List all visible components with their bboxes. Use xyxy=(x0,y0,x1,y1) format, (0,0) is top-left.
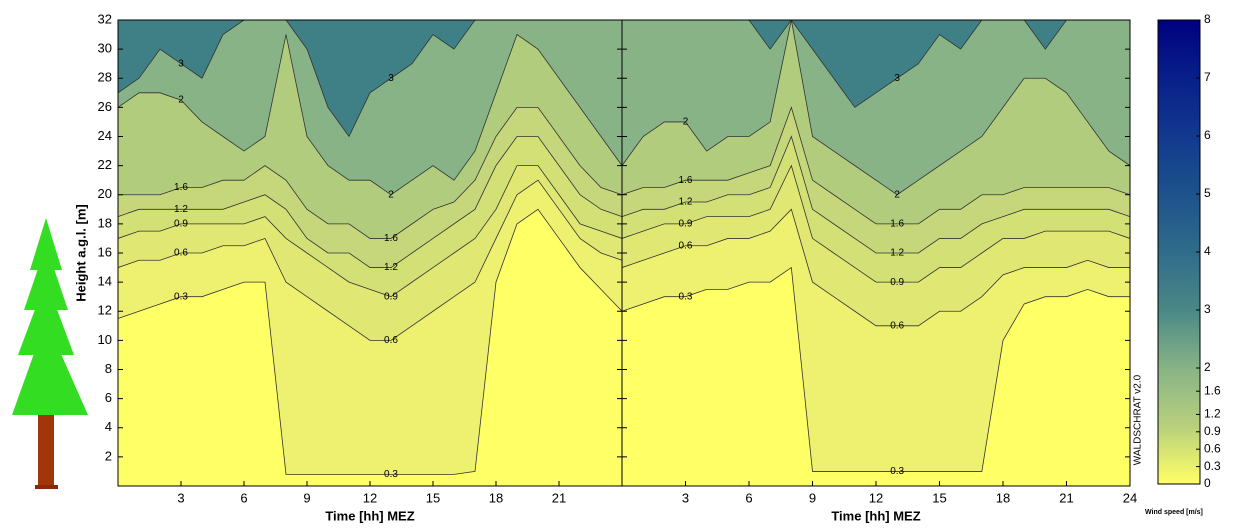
contour-label: 0.9 xyxy=(384,291,398,302)
version-label: WALDSCHRAT v2.0 xyxy=(1133,374,1144,465)
x-tick-label: 6 xyxy=(240,490,247,505)
colorbar-tick-label: 5 xyxy=(1204,186,1211,200)
contour-label: 3 xyxy=(178,58,184,69)
contour-label: 0.3 xyxy=(679,291,693,302)
x-tick-label: 12 xyxy=(869,490,883,505)
x-tick-label: 3 xyxy=(682,490,689,505)
y-tick-label: 4 xyxy=(105,419,112,434)
contour-label: 1.6 xyxy=(679,175,693,186)
y-axis-label: Height a.g.l. [m] xyxy=(73,204,88,302)
contour-label: 0.6 xyxy=(174,248,188,259)
colorbar xyxy=(1157,19,1201,485)
colorbar-label: Wind speed [m/s] xyxy=(1145,509,1203,516)
y-tick-label: 8 xyxy=(105,361,112,376)
contour-line xyxy=(621,106,1131,225)
y-tick-label: 26 xyxy=(98,99,112,114)
y-tick-label: 14 xyxy=(98,274,112,289)
x-tick-label: 6 xyxy=(745,490,752,505)
contour-label: 1.2 xyxy=(174,204,188,215)
contour-band xyxy=(622,20,1130,195)
y-tick-label: 28 xyxy=(98,70,112,85)
x-axis-label: Time [hh] MEZ xyxy=(831,508,920,523)
tree xyxy=(12,218,88,489)
colorbar-tick-label: 1.2 xyxy=(1204,407,1221,421)
contour-line xyxy=(117,179,623,341)
y-tick-label: 24 xyxy=(98,128,112,143)
x-tick-label: 9 xyxy=(809,490,816,505)
contour-line xyxy=(621,164,1131,283)
tree-trunk xyxy=(38,395,54,487)
contour-line xyxy=(621,266,1130,472)
colorbar-tick-label: 2 xyxy=(1204,360,1211,374)
contour-line xyxy=(621,208,1130,327)
contour-label: 1.2 xyxy=(384,262,398,273)
colorbar-tick-label: 6 xyxy=(1204,128,1211,142)
tree-layer xyxy=(30,218,62,270)
contour-label: 0.6 xyxy=(890,320,904,331)
contour-label: 3 xyxy=(388,73,394,84)
contour-label: 1.6 xyxy=(384,233,398,244)
contour-line xyxy=(621,19,1131,196)
contour-line xyxy=(117,33,623,196)
contour-label: 3 xyxy=(894,73,900,84)
colorbar-tick-label: 3 xyxy=(1204,302,1211,316)
tree-layer xyxy=(12,320,88,415)
x-tick-label: 21 xyxy=(552,490,566,505)
contour-label: 2 xyxy=(388,189,394,200)
contour-line xyxy=(118,106,623,239)
contour-label: 1.2 xyxy=(890,248,904,259)
y-tick-label: 16 xyxy=(98,244,112,259)
contour-label: 1.6 xyxy=(174,182,188,193)
contour-label: 0.3 xyxy=(384,469,398,480)
colorbar-tick-label: 4 xyxy=(1204,244,1211,258)
colorbar-tick-label: 7 xyxy=(1204,70,1211,84)
x-tick-label: 18 xyxy=(996,490,1010,505)
y-tick-label: 30 xyxy=(98,41,112,56)
x-tick-label: 3 xyxy=(177,490,184,505)
contour-label: 0.9 xyxy=(890,277,904,288)
y-tick-label: 10 xyxy=(98,332,112,347)
contour-band xyxy=(118,20,622,137)
y-tick-label: 22 xyxy=(98,157,112,172)
contour-label: 0.3 xyxy=(890,466,904,477)
y-tick-label: 12 xyxy=(98,303,112,318)
contour-label: 2 xyxy=(683,117,689,128)
contour-band xyxy=(622,20,1130,108)
x-tick-label: 21 xyxy=(1059,490,1073,505)
tree-layer xyxy=(24,245,68,310)
colorbar-tick-label: 0.6 xyxy=(1204,441,1221,455)
colorbar-tick-label: 0 xyxy=(1204,476,1211,490)
contour-label: 0.3 xyxy=(174,291,188,302)
x-tick-label: 9 xyxy=(303,490,310,505)
contour-label: 1.6 xyxy=(890,219,904,230)
contour-label: 0.6 xyxy=(384,335,398,346)
contour-line xyxy=(117,136,623,268)
contour-line xyxy=(621,135,1131,254)
x-tick-label: 12 xyxy=(363,490,377,505)
y-tick-label: 2 xyxy=(105,448,112,463)
colorbar-tick-label: 8 xyxy=(1204,12,1211,26)
x-tick-label: 18 xyxy=(489,490,503,505)
contour-label: 0.6 xyxy=(679,240,693,251)
y-tick-label: 18 xyxy=(98,215,112,230)
tree-layer xyxy=(18,280,74,355)
contour-label: 0.9 xyxy=(679,219,693,230)
contour-label: 2 xyxy=(178,95,184,106)
y-tick-label: 20 xyxy=(98,186,112,201)
contour-line xyxy=(117,165,623,298)
x-tick-label: 15 xyxy=(932,490,946,505)
y-tick-label: 32 xyxy=(98,11,112,26)
colorbar-tick-label: 0.9 xyxy=(1204,424,1221,438)
contour-line xyxy=(117,208,623,475)
x-tick-label: 15 xyxy=(426,490,440,505)
x-tick-label: 24 xyxy=(1123,490,1137,505)
contour-label: 2 xyxy=(894,189,900,200)
contour-label: 0.9 xyxy=(174,219,188,230)
colorbar-tick-label: 0.3 xyxy=(1204,459,1221,473)
y-tick-label: 6 xyxy=(105,390,112,405)
contour-label: 1.2 xyxy=(679,197,693,208)
colorbar-tick-label: 1.6 xyxy=(1204,383,1221,397)
x-axis-label: Time [hh] MEZ xyxy=(325,508,414,523)
